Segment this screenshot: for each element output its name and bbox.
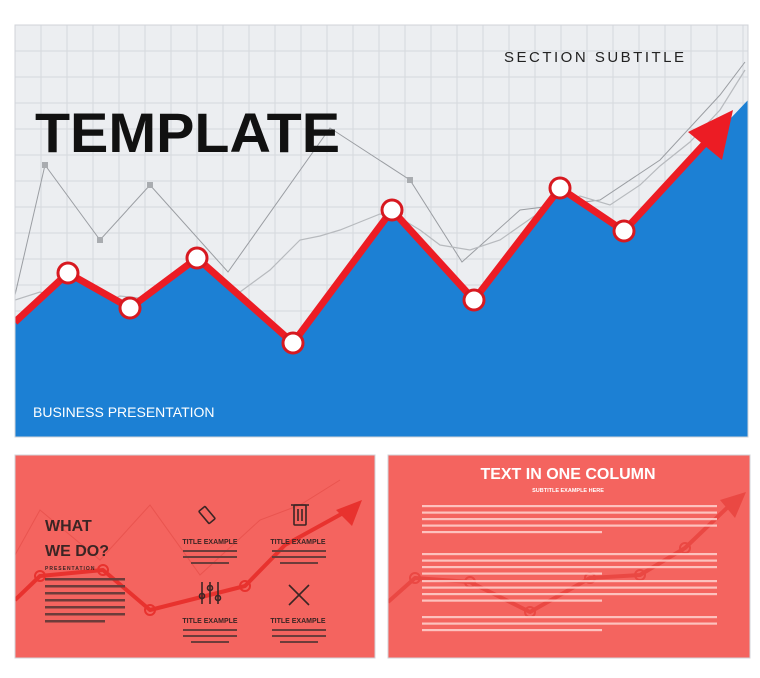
arrow-head: [336, 500, 362, 526]
text-line: [45, 585, 125, 588]
text-line: [45, 592, 125, 595]
text-line: [280, 562, 318, 564]
item-title: TITLE EXAMPLE: [270, 618, 326, 625]
slide-2: WHAT WE DO? PRESENTATION TITLE EXAMPLE T…: [15, 455, 375, 658]
text-line: [191, 562, 229, 564]
text-line: [422, 566, 717, 569]
item-title: TITLE EXAMPLE: [182, 618, 238, 625]
text-line: [272, 629, 326, 631]
section-title: WE DO?: [45, 543, 109, 560]
text-line: [422, 511, 717, 514]
blue-area: [15, 100, 748, 437]
slide-border: [387, 454, 751, 659]
text-line: [422, 629, 602, 632]
main-slide: TEMPLATE SECTION SUBTITLE BUSINESS PRESE…: [15, 25, 748, 437]
slide-border: [14, 24, 749, 438]
text-line: [280, 641, 318, 643]
slide-background: [388, 455, 750, 658]
text-line: [183, 635, 237, 637]
text-line: [422, 505, 717, 508]
slide-subtitle: SUBTITLE EXAMPLE HERE: [532, 488, 604, 494]
red-line: [15, 510, 346, 612]
text-line: [422, 586, 717, 589]
icons: [198, 504, 310, 606]
body-text: [422, 505, 717, 632]
points: [56, 176, 636, 355]
text-line: [183, 550, 237, 552]
section-label: PRESENTATION: [45, 566, 95, 572]
text-line: [45, 613, 125, 616]
slide-border: [14, 454, 376, 659]
slide-3: TEXT IN ONE COLUMN SUBTITLE EXAMPLE HERE: [388, 455, 750, 658]
text-line: [422, 616, 717, 619]
text-line: [272, 550, 326, 552]
item-title: TITLE EXAMPLE: [182, 539, 238, 546]
text-line: [422, 580, 717, 583]
text-line: [422, 593, 717, 596]
item-title: TITLE EXAMPLE: [270, 539, 326, 546]
body-text: [45, 550, 326, 643]
points: [34, 564, 251, 616]
text-line: [272, 635, 326, 637]
text-line: [422, 524, 717, 527]
text-line: [45, 620, 105, 623]
text-line: [45, 599, 125, 602]
red-line: [15, 137, 711, 347]
slide-title: TEXT IN ONE COLUMN: [480, 466, 655, 483]
text-line: [272, 556, 326, 558]
text-line: [422, 559, 717, 562]
arrow-head: [688, 110, 733, 160]
slide-footer: BUSINESS PRESENTATION: [33, 404, 215, 420]
text-line: [422, 553, 717, 556]
text-line: [45, 606, 125, 609]
arrow-head: [720, 492, 746, 518]
text-line: [422, 599, 602, 602]
text-line: [422, 518, 717, 521]
text-line: [422, 531, 602, 534]
slide-title: TEMPLATE: [35, 101, 340, 164]
text-line: [183, 556, 237, 558]
text-line: [191, 641, 229, 643]
text-line: [45, 578, 125, 581]
markers: [42, 162, 413, 243]
slide-subtitle: SECTION SUBTITLE: [504, 49, 687, 66]
text-line: [183, 629, 237, 631]
text-line: [422, 622, 717, 625]
section-title: WHAT: [45, 518, 92, 535]
text-line: [422, 572, 602, 575]
